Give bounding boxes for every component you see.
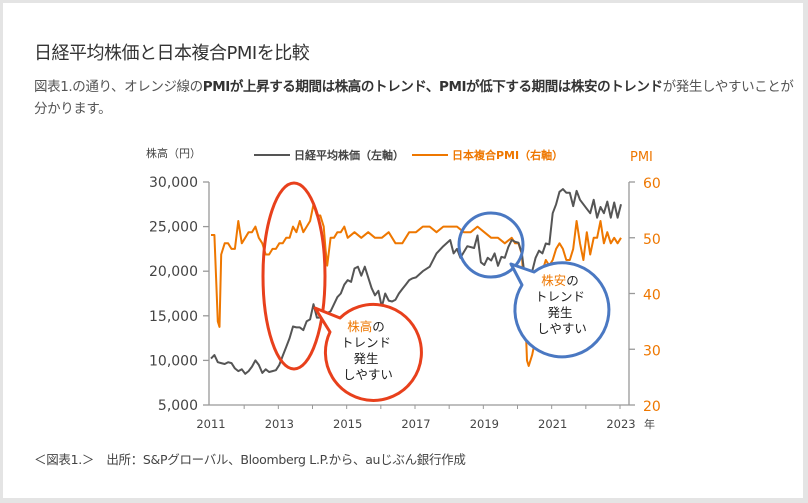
right-tick-label: 30 [643,343,661,359]
uptrend-callout-text: 株高の トレンド 発生 しやすい [341,319,395,382]
uptrend-highlight-ellipse [261,181,327,371]
left-tick-label: 15,000 [149,309,198,325]
legend-pmi-label: 日本複合PMI（右軸） [452,148,563,162]
uptrend-callout-particle: の [372,319,385,334]
figure-caption: ＜図表1.＞ 出所：S&Pグローバル、Bloomberg L.P.から、auじぶ… [34,452,466,467]
description-part: 図表1.の通り、オレンジ線の [34,79,203,95]
description-emphasis: PMIが上昇する期間は株高のトレンド、PMIが低下する期間は株安のトレンド [202,79,663,95]
left-tick-label: 30,000 [149,175,198,191]
downtrend-callout-bubble [509,261,611,359]
right-tick-label: 20 [643,399,661,415]
downtrend-highlight-circle [457,211,525,279]
uptrend-callout-line: しやすい [343,367,393,382]
right-axis-title: PMI [630,150,653,165]
downtrend-callout-highlight: 株安 [541,273,566,288]
x-tick-label: 2021 [538,417,567,431]
uptrend-callout-line: 発生 [354,351,379,366]
x-tick-label: 2017 [401,417,430,431]
nikkei-line [210,188,622,375]
legend-nikkei-label: 日経平均株価（左軸） [294,148,404,162]
x-tick-label: 2015 [333,417,362,431]
right-tick-label: 40 [643,288,661,304]
downtrend-callout-line: 発生 [548,305,573,320]
description: 図表1.の通り、オレンジ線のPMIが上昇する期間は株高のトレンド、PMIが低下す… [34,76,794,120]
uptrend-callout-highlight: 株高 [347,319,372,334]
right-tick-label: 50 [643,232,661,248]
downtrend-callout-particle: の [566,273,579,288]
x-tick-label: 2019 [470,417,499,431]
page-title: 日経平均株価と日本複合PMIを比較 [34,43,310,64]
x-axis-unit: 年 [644,417,655,431]
downtrend-callout-text: 株安の トレンド 発生 しやすい [535,273,589,336]
downtrend-callout-line: トレンド [535,289,585,304]
uptrend-callout-bubble [313,303,423,402]
right-tick-label: 60 [643,176,661,192]
uptrend-callout-line: トレンド [341,335,391,350]
downtrend-callout-line: しやすい [537,321,587,336]
left-axis-title: 株高（円） [146,146,201,160]
chart-card: 日経平均株価と日本複合PMIを比較 図表1.の通り、オレンジ線のPMIが上昇する… [3,3,803,498]
x-tick-label: 2023 [606,417,635,431]
x-tick-label: 2011 [196,417,225,431]
left-tick-label: 5,000 [158,398,198,414]
left-tick-label: 25,000 [149,220,198,236]
x-tick-label: 2013 [265,417,294,431]
left-tick-label: 10,000 [149,353,198,369]
left-tick-label: 20,000 [149,264,198,280]
description-part: が発生しやすいことが分かります。 [34,79,794,117]
